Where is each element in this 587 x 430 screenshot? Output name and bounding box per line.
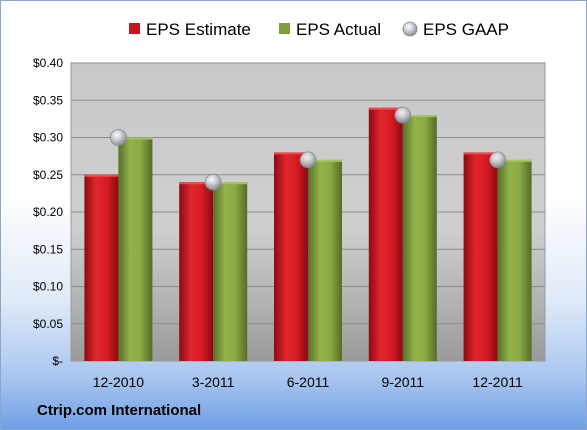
bar-eps-actual — [213, 182, 248, 361]
y-tick-label: $0.30 — [33, 131, 63, 145]
x-tick-label: 9-2011 — [382, 374, 425, 390]
bar-eps-estimate — [84, 174, 119, 361]
y-tick-label: $0.25 — [33, 168, 63, 182]
legend-label-eps-estimate: EPS Estimate — [146, 20, 251, 39]
bar-eps-actual-top — [497, 159, 532, 162]
bar-eps-estimate — [274, 152, 308, 361]
bar-eps-estimate — [179, 182, 214, 361]
gaap-markers — [110, 106, 507, 191]
bars — [84, 107, 532, 362]
bar-eps-actual-top — [402, 115, 437, 118]
x-tick-label: 12-2011 — [472, 374, 523, 390]
bar-eps-estimate-top — [179, 182, 214, 185]
y-tick-label: $0.20 — [33, 205, 63, 219]
y-tick-label: $- — [52, 354, 63, 368]
y-axis-ticks: $0.40 $0.35 $0.30 $0.25 $0.20 $0.15 $0.10 $0.05… — [33, 56, 63, 368]
marker-eps-gaap — [299, 151, 317, 169]
legend-label-eps-gaap: EPS GAAP — [423, 20, 509, 39]
bar-eps-estimate-top — [84, 174, 119, 177]
bar-eps-estimate — [463, 152, 498, 361]
bar-eps-estimate-top — [274, 152, 308, 155]
marker-eps-gaap — [489, 151, 507, 169]
bar-eps-actual — [118, 137, 153, 361]
bar-eps-actual — [308, 159, 342, 361]
legend: EPS Estimate EPS Actual EPS GAAP — [129, 20, 509, 39]
y-tick-label: $0.10 — [33, 280, 63, 294]
x-tick-label: 12-2010 — [93, 374, 145, 390]
bar-eps-actual-top — [308, 159, 342, 162]
bar-eps-estimate-top — [463, 152, 498, 155]
bar-eps-actual — [497, 159, 532, 361]
bar-eps-actual-top — [118, 137, 153, 140]
x-tick-label: 3-2011 — [192, 374, 235, 390]
bar-eps-estimate — [368, 107, 403, 361]
x-axis-ticks: 12-2010 3-2011 6-2011 9-2011 12-2011 — [93, 374, 523, 390]
marker-eps-gaap — [110, 129, 127, 146]
x-tick-label: 6-2011 — [287, 374, 330, 390]
y-tick-label: $0.05 — [33, 317, 63, 331]
legend-swatch-eps-actual — [279, 23, 290, 34]
legend-marker-eps-gaap — [402, 21, 418, 37]
company-name: Ctrip.com International — [37, 402, 202, 419]
bar-eps-actual — [402, 115, 437, 362]
legend-swatch-eps-estimate — [129, 23, 140, 34]
bar-eps-estimate-top — [368, 107, 403, 110]
y-tick-label: $0.15 — [33, 242, 63, 256]
bar-eps-actual-top — [213, 182, 248, 185]
marker-eps-gaap — [204, 173, 222, 191]
marker-eps-gaap — [394, 106, 412, 124]
legend-label-eps-actual: EPS Actual — [296, 20, 381, 39]
y-tick-label: $0.35 — [33, 93, 63, 107]
y-tick-label: $0.40 — [33, 56, 63, 70]
